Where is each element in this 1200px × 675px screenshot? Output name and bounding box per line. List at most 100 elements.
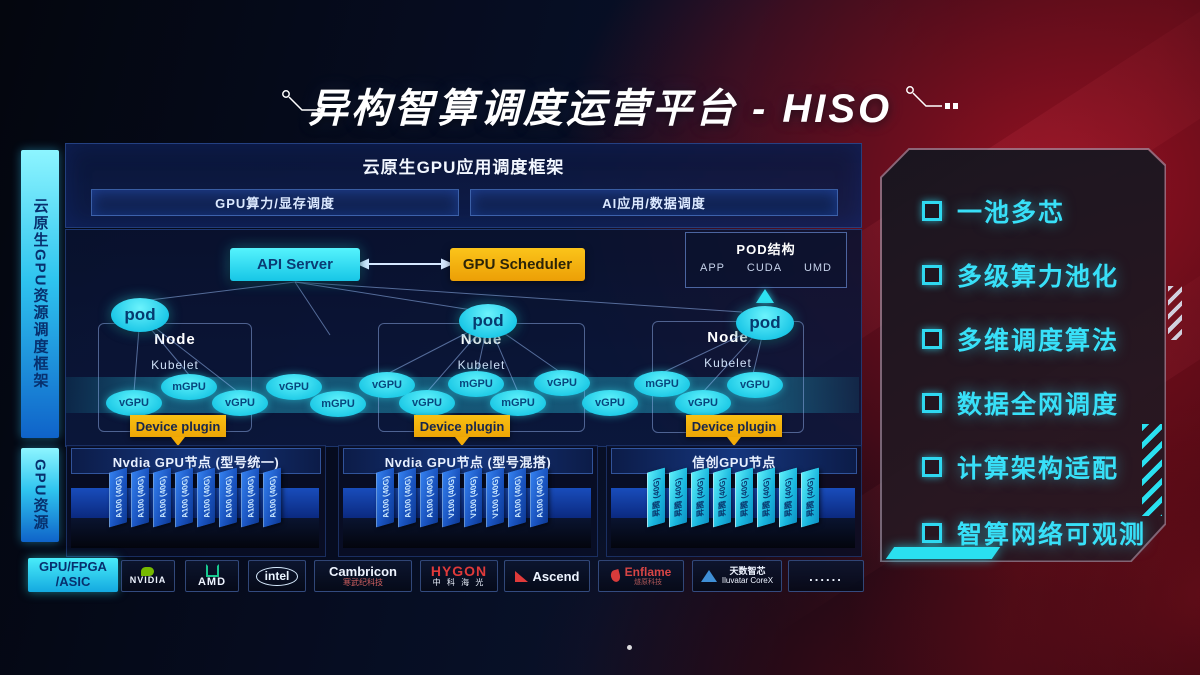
- gpu-card-label: 昇腾 (40G): [806, 476, 816, 518]
- api-server-box: API Server: [230, 248, 360, 281]
- feature-label: 多维调度算法: [957, 327, 1120, 355]
- vendor-name: AMD: [197, 575, 227, 588]
- feature-item: 智算网络可观测: [922, 516, 1162, 550]
- kubelet-label: Kubelet: [151, 358, 199, 372]
- vendor-tile-intel: intel: [248, 560, 306, 592]
- gpu-unit-ellipse: mGPU: [310, 391, 366, 417]
- feature-item: 计算架构适配: [922, 450, 1162, 484]
- iluvatar-logo-icon: [700, 570, 717, 582]
- vendor-tile-amd: AMD: [185, 560, 239, 592]
- gpu-card-label: V100 (40G): [491, 475, 501, 520]
- vendor-name: Cambricon: [329, 563, 397, 579]
- vendor-name: 天数智芯: [729, 566, 766, 577]
- gpu-card-label: 昇腾 (40G): [652, 476, 662, 518]
- vendor-name: Enflame: [624, 565, 672, 580]
- gpu-card-label: A100 (40G): [136, 475, 146, 520]
- gpu-card-label: 昇腾 (40G): [784, 476, 794, 518]
- gpu-card: A100 (40G): [398, 467, 416, 528]
- gpu-unit-ellipse: vGPU: [266, 374, 322, 400]
- gpu-card: A100 (40G): [263, 467, 281, 528]
- vendor-subname: Iluvatar CoreX: [721, 575, 774, 585]
- panel-corner-accent: [885, 547, 1001, 559]
- gpu-card-label: A100 (40G): [246, 475, 256, 520]
- enflame-logo-icon: [609, 569, 622, 583]
- app-framework-panel: 云原生GPU应用调度框架 GPU算力/显存调度 AI应用/数据调度: [65, 143, 862, 228]
- pod-to-structure-arrow-icon: [756, 289, 774, 303]
- feature-item: 一池多芯: [922, 194, 1162, 228]
- gpu-unit-ellipse: mGPU: [490, 390, 546, 416]
- app-framework-header: 云原生GPU应用调度框架: [362, 158, 565, 177]
- device-plugin-box-3: Device plugin: [686, 415, 782, 446]
- gpu-card-label: A100 (40G): [403, 475, 413, 520]
- square-bullet-icon: [922, 265, 942, 285]
- gpu-card: A100 (40G): [109, 467, 127, 528]
- gpu-card-label: A100 (40G): [202, 475, 212, 520]
- pod-layer-cuda: CUDA: [746, 262, 783, 274]
- gpu-unit-ellipse: vGPU: [534, 370, 590, 396]
- gpu-card: 昇腾 (40G): [801, 467, 819, 528]
- feature-label: 一池多芯: [957, 199, 1066, 227]
- vendor-tile-hygon: HYGON 中 科 海 光: [420, 560, 498, 592]
- page-title: 异构智算调度运营平台 - HISO: [307, 87, 893, 131]
- gpu-card-label: 昇腾 (40G): [762, 476, 772, 518]
- vendor-tile-enflame: Enflame 燧原科技: [598, 560, 684, 592]
- pod-structure-title: POD结构: [736, 242, 796, 257]
- sidebar-framework-label: 云原生GPU资源调度框架: [31, 198, 49, 390]
- gpu-unit-ellipse: mGPU: [634, 371, 690, 397]
- gpu-card: A100 (40G): [219, 467, 237, 528]
- module-gpu-compute-scheduling: GPU算力/显存调度: [91, 189, 459, 216]
- intel-logo-icon: intel: [255, 566, 299, 586]
- feature-label: 数据全网调度: [957, 391, 1120, 419]
- gpu-card-label: V100 (40G): [447, 475, 457, 520]
- features-panel: [880, 148, 1166, 562]
- feature-item: 多维调度算法: [922, 322, 1162, 356]
- vendor-tile-iluvatar: 天数智芯 Iluvatar CoreX: [692, 560, 782, 592]
- ascend-logo-icon: [514, 570, 528, 582]
- feature-label: 智算网络可观测: [957, 521, 1147, 549]
- gpu-unit-ellipse: mGPU: [448, 371, 504, 397]
- square-bullet-icon: [922, 393, 942, 413]
- gpu-card-label: 昇腾 (40G): [696, 476, 706, 518]
- gpu-card: A100 (40G): [175, 467, 193, 528]
- vendor-tile-others: ......: [788, 560, 864, 592]
- gpu-card-label: A100 (40G): [224, 475, 234, 520]
- device-plugin-box-1: Device plugin: [130, 415, 226, 446]
- vendor-tile-nvidia: NVIDIA: [121, 560, 175, 592]
- pod-layer-app: APP: [700, 262, 726, 274]
- gpu-unit-ellipse: vGPU: [582, 390, 638, 416]
- gpu-card: A100 (40G): [153, 467, 171, 528]
- gpu-unit-ellipse: vGPU: [399, 390, 455, 416]
- device-plugin-box-2: Device plugin: [414, 415, 510, 446]
- square-bullet-icon: [922, 329, 942, 349]
- nvidia-logo-icon: [141, 566, 155, 576]
- gpu-card: V100 (40G): [464, 467, 482, 528]
- gpu-card-label: A100 (40G): [268, 475, 278, 520]
- pod-ellipse-1: pod: [111, 298, 169, 332]
- amd-logo-icon: [205, 563, 219, 577]
- sidebar-framework-bar: 云原生GPU资源调度框架: [21, 150, 59, 438]
- hazard-stripes-decoration: [1168, 286, 1182, 340]
- gpu-card-label: 昇腾 (40G): [718, 476, 728, 518]
- gpu-card: A100 (40G): [241, 467, 259, 528]
- gpu-unit-ellipse: vGPU: [675, 390, 731, 416]
- feature-item: 多级算力池化: [922, 258, 1162, 292]
- module-ai-data-scheduling: AI应用/数据调度: [470, 189, 838, 216]
- gpu-card: A100 (40G): [376, 467, 394, 528]
- gpu-card: 昇腾 (40G): [779, 467, 797, 528]
- gpu-card: V100 (40G): [442, 467, 460, 528]
- gpu-card-label: A100 (40G): [425, 475, 435, 520]
- gpu-unit-ellipse: vGPU: [106, 390, 162, 416]
- gpu-card-label: A100 (40G): [180, 475, 190, 520]
- gpu-card-label: A100 (40G): [535, 475, 545, 520]
- node-label: Node: [154, 331, 196, 348]
- gpu-card: A100 (40G): [131, 467, 149, 528]
- sidebar-gpu-resources-bar: GPU资源: [21, 448, 59, 542]
- pod-structure-box: POD结构 APP CUDA UMD: [685, 232, 847, 288]
- gpu-card: 昇腾 (40G): [691, 467, 709, 528]
- feature-item: 数据全网调度: [922, 386, 1162, 420]
- vendor-name: HYGON: [430, 563, 488, 580]
- gpu-node-group-1: Nvdia GPU节点 (型号统一) A100 (40G) A100 (40G)…: [66, 445, 326, 557]
- gpu-node-group-2: Nvdia GPU节点 (型号混搭) A100 (40G) A100 (40G)…: [338, 445, 598, 557]
- feature-label: 多级算力池化: [957, 263, 1120, 291]
- gpu-unit-ellipse: vGPU: [727, 372, 783, 398]
